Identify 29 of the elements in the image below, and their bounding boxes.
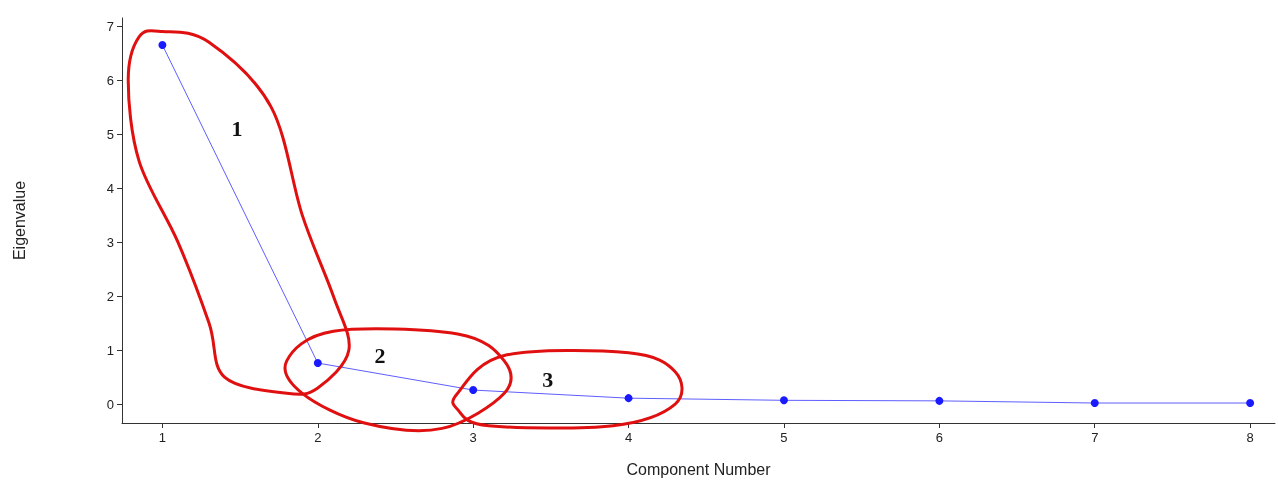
annotation: 1 <box>231 116 243 142</box>
x-tick-label: 3 <box>469 430 477 445</box>
point <box>469 386 478 395</box>
y-tick-label: 0 <box>106 396 114 412</box>
y-tick-label: 7 <box>106 18 114 34</box>
annotation: 2 <box>374 343 386 368</box>
point <box>1246 399 1255 408</box>
x-axis-title: Component Number <box>626 460 772 478</box>
x-tick-label: 8 <box>1246 430 1254 445</box>
point <box>1090 399 1099 408</box>
point <box>779 396 788 405</box>
point <box>313 359 322 368</box>
x-tick-label: 5 <box>780 430 788 445</box>
point <box>935 396 944 405</box>
point <box>158 41 167 49</box>
x-tick-label: 1 <box>158 430 167 445</box>
x-tick-label: 7 <box>1091 430 1099 445</box>
y-tick-label: 6 <box>106 72 114 88</box>
y-tick-label: 1 <box>106 342 114 358</box>
annotation: 3 <box>542 367 554 393</box>
y-tick-label: 4 <box>106 180 114 196</box>
x-tick-label: 6 <box>935 430 943 445</box>
point <box>624 394 633 403</box>
x-tick-label: 2 <box>314 430 322 445</box>
y-tick-label: 3 <box>106 234 114 250</box>
x-tick-label: 4 <box>624 430 633 445</box>
y-axis-title: Eigenvalue <box>10 180 28 261</box>
y-tick-label: 2 <box>106 288 114 304</box>
y-tick-label: 5 <box>106 126 114 142</box>
